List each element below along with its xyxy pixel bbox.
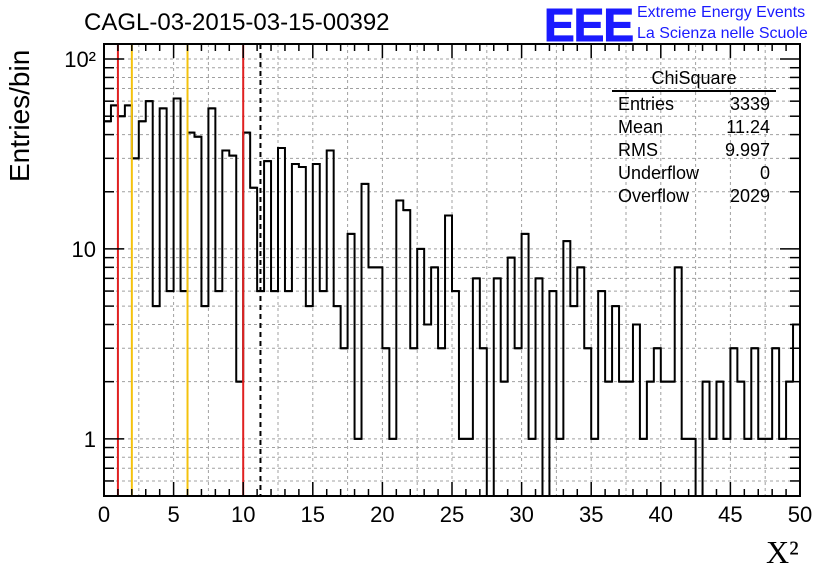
- stats-value: 2029: [729, 186, 770, 206]
- x-tick-label: 35: [579, 502, 603, 527]
- marker-lines-layer: [116, 44, 262, 496]
- grid-layer: [104, 44, 800, 496]
- stats-row-rms: RMS 9.997: [618, 140, 770, 162]
- y-tick-label: 10²: [64, 47, 96, 72]
- y-tick-label: 1: [84, 427, 96, 452]
- x-tick-label: 20: [370, 502, 394, 527]
- y-tick-label: 10: [72, 237, 96, 262]
- stats-row-entries: Entries 3339: [618, 94, 770, 116]
- stats-value: 3339: [729, 94, 770, 114]
- x-tick-label: 10: [231, 502, 255, 527]
- x-axis-label: X²: [766, 534, 799, 570]
- stats-key: Entries: [618, 94, 675, 114]
- eee-logo: EEE Extreme Energy Events La Scienza nel…: [543, 0, 834, 52]
- eee-logo-line1: Extreme Energy Events: [637, 4, 806, 21]
- stats-title: ChiSquare: [651, 68, 737, 88]
- stats-row-underflow: Underflow 0: [618, 163, 770, 185]
- stats-row-mean: Mean 11.24: [618, 117, 770, 139]
- x-tick-label: 50: [788, 502, 812, 527]
- stats-box: ChiSquare Entries 3339 Mean 11.24 RMS 9.…: [612, 66, 776, 206]
- stats-row-overflow: Overflow 2029: [618, 186, 770, 208]
- stats-key: RMS: [618, 140, 658, 160]
- x-tick-label: 40: [649, 502, 673, 527]
- x-tick-label: 0: [98, 502, 110, 527]
- x-tick-label: 15: [301, 502, 325, 527]
- x-tick-label: 30: [509, 502, 533, 527]
- histogram-outline: [103, 97, 801, 497]
- x-tick-label: 45: [718, 502, 742, 527]
- chart-title: CAGL-03-2015-03-15-00392: [84, 9, 390, 36]
- stats-key: Overflow: [618, 186, 690, 206]
- stats-key: Underflow: [618, 163, 700, 183]
- stats-value: 0: [759, 163, 770, 183]
- eee-logo-mark: EEE: [543, 0, 634, 52]
- stats-key: Mean: [618, 117, 664, 137]
- stats-value: 9.997: [724, 140, 770, 160]
- x-tick-label: 25: [440, 502, 464, 527]
- stats-value: 11.24: [726, 117, 770, 137]
- eee-logo-line2: La Scienza nelle Scuole: [637, 25, 808, 42]
- ticks-layer: 0 5 10 15 20 25 30 35 40 45 50 1 10 10²: [64, 44, 812, 527]
- stats-divider: [612, 90, 776, 92]
- x-tick-label: 5: [167, 502, 179, 527]
